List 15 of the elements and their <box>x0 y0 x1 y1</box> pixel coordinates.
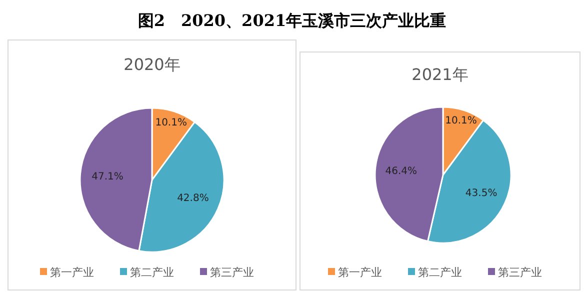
caption: 图2 2020、2021年玉溪市三次产业比重 <box>138 11 446 30</box>
data-label: 42.8% <box>177 193 209 204</box>
chart-title: 2020年 <box>124 55 180 74</box>
legend-label: 第三产业 <box>498 266 542 279</box>
legend-label: 第一产业 <box>338 266 382 279</box>
legend-label: 第二产业 <box>130 266 174 279</box>
data-label: 46.4% <box>385 166 417 177</box>
data-label: 10.1% <box>155 117 187 128</box>
data-label: 43.5% <box>465 188 498 200</box>
legend-label: 第二产业 <box>418 266 462 279</box>
legend-label: 第一产业 <box>50 266 94 279</box>
chart-title: 2021年 <box>412 65 468 84</box>
data-label: 47.1% <box>92 171 124 182</box>
legend-label: 第三产业 <box>210 266 254 279</box>
data-label: 10.1% <box>445 116 477 127</box>
